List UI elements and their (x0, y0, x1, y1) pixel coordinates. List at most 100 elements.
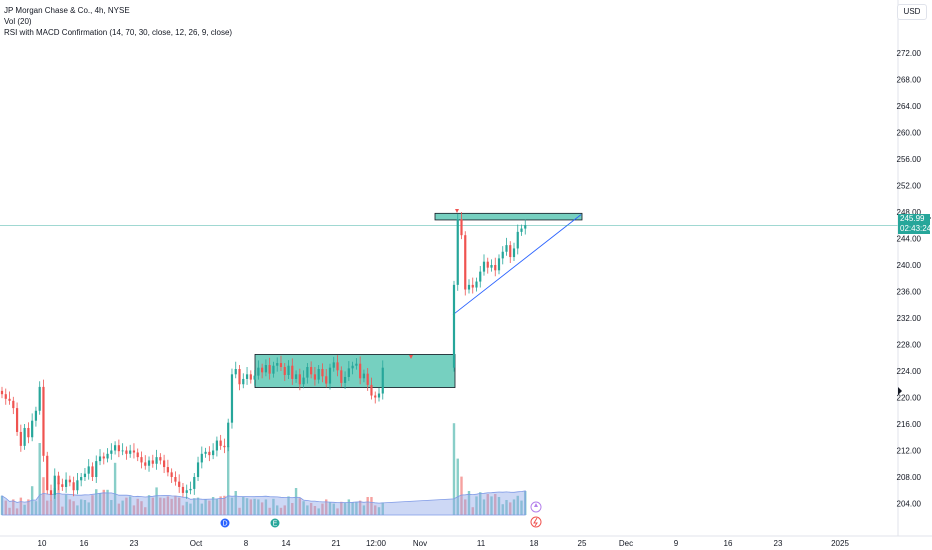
volume-bar (166, 496, 170, 515)
price-tick-label: 232.00 (897, 314, 922, 323)
volume-bar (234, 491, 237, 515)
volume-bar (230, 497, 234, 515)
candle-body (38, 386, 41, 411)
volume-bar (253, 498, 256, 515)
time-axis[interactable]: 10 16 23 Oct 8 14 21 12:00 Nov 11 18 25 Dec 9 16 23 2025 (0, 535, 932, 548)
candle-body (287, 365, 290, 375)
volume-bar (72, 501, 75, 515)
candle-body (95, 461, 98, 477)
candle-body (49, 490, 53, 495)
volume-bar (467, 491, 471, 515)
volume-bar (174, 495, 177, 515)
resistance-zone[interactable] (434, 212, 583, 221)
volume-bar (98, 493, 102, 515)
candle-body (520, 228, 523, 232)
candle-body (155, 457, 158, 464)
candle-body (471, 284, 474, 288)
volume-bar (264, 499, 268, 515)
earnings-marker-label: E (273, 521, 278, 528)
volume-bar (249, 499, 253, 515)
candle-body (87, 466, 90, 474)
signal-down-arrow-icon (409, 355, 413, 359)
symbol-title[interactable]: JP Morgan Chase & Co., 4h, NYSE (4, 6, 130, 15)
volume-bar (377, 507, 381, 515)
candle-body (57, 475, 60, 485)
volume-bar (15, 508, 19, 515)
candle-body (64, 479, 68, 487)
volume-bar (177, 497, 181, 515)
candle-body (98, 456, 102, 462)
candle-body (505, 245, 508, 252)
candle-body (219, 440, 222, 446)
volume-bar (358, 500, 362, 515)
candle-body (223, 445, 226, 448)
volume-bar (76, 505, 79, 515)
candle-body (15, 408, 19, 432)
candle-body (512, 248, 516, 258)
volume-bar (155, 487, 158, 515)
volume-bar (374, 505, 377, 515)
candle-body (61, 484, 64, 487)
volume-bar (452, 423, 456, 515)
volume-bar (12, 499, 15, 515)
candle-body (366, 373, 369, 385)
candle-body (279, 363, 283, 368)
volume-bar (79, 499, 83, 515)
rsi-macd-indicator-label[interactable]: RSI with MACD Confirmation (14, 70, 30, … (4, 28, 233, 37)
volume-bar (272, 498, 275, 515)
candle-body (291, 365, 294, 379)
candle-body (328, 367, 332, 384)
news-marker-icon[interactable] (530, 516, 542, 528)
earnings-marker[interactable]: E (269, 517, 281, 529)
currency-selector[interactable]: USD (897, 4, 927, 20)
candle-body (68, 479, 71, 483)
volume-bar (268, 507, 271, 515)
ascending-trendline[interactable] (452, 214, 582, 316)
candle-body (91, 466, 94, 477)
volume-bar (509, 502, 512, 515)
volume-bar (486, 494, 489, 515)
candle-body (490, 265, 493, 268)
split-marker-icon[interactable] (530, 501, 542, 513)
price-axis[interactable]: 204.00 208.00 212.00 216.00 220.00 224.00 228.… (897, 0, 922, 536)
candle-body (170, 472, 173, 477)
time-tick-label: Oct (190, 539, 203, 548)
volume-bar (332, 503, 335, 515)
candle-body (129, 450, 132, 454)
price-tick-label: 260.00 (897, 129, 922, 138)
volume-bar (351, 502, 354, 515)
bar-countdown: 02:43:24 (900, 224, 932, 233)
volume-bar (309, 503, 313, 515)
candle-body (140, 457, 143, 463)
candle-body (212, 450, 215, 456)
candle-body (509, 245, 512, 258)
volume-indicator-label[interactable]: Vol (20) (4, 17, 32, 26)
candle-body (253, 375, 256, 380)
time-tick-label: 9 (674, 539, 679, 548)
volume-bar (482, 499, 486, 515)
volume-bar (355, 501, 358, 515)
volume-bar (42, 477, 45, 515)
candle-body (355, 363, 358, 366)
volume-bar (362, 505, 366, 515)
time-tick-label: 16 (80, 539, 89, 548)
volume-bar (83, 500, 87, 515)
dividend-marker[interactable]: D (219, 517, 231, 529)
volume-bar (366, 497, 369, 515)
volume-bar (208, 500, 211, 515)
candle-body (163, 460, 166, 468)
volume-bar (494, 494, 497, 515)
volume-bar (4, 500, 7, 515)
price-alert-icon (898, 387, 902, 395)
volume-bar (61, 506, 64, 515)
candle-body (310, 367, 313, 375)
volume-bar (204, 499, 207, 515)
candle-body (19, 431, 22, 446)
time-tick-label: 14 (282, 539, 291, 548)
volume-bar (219, 496, 222, 515)
candlesticks[interactable] (0, 212, 527, 501)
volume-bar (91, 495, 94, 515)
price-tick-label: 268.00 (897, 76, 922, 85)
candle-body (106, 453, 109, 459)
